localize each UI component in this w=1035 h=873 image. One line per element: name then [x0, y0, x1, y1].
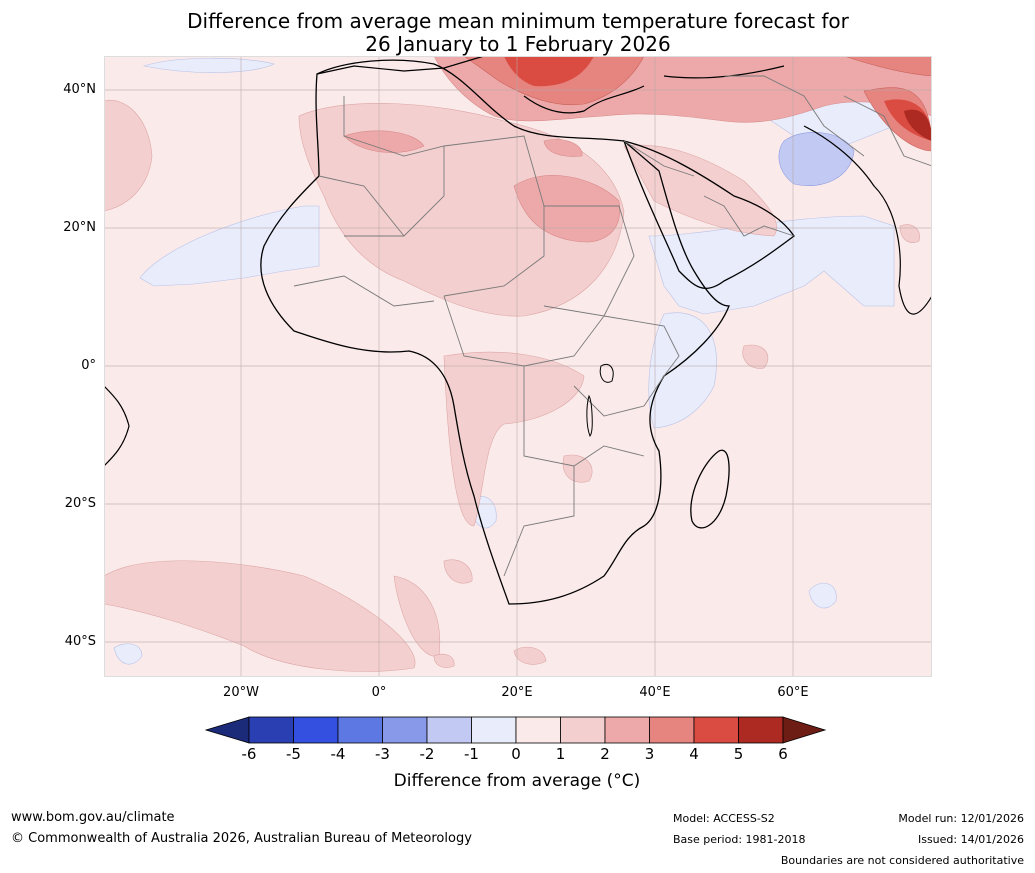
lat-label-20n: 20°N — [63, 220, 96, 235]
colorbar-tick-label: 4 — [689, 745, 699, 763]
colorbar-tick-label: 6 — [778, 745, 788, 763]
lon-label-60e: 60°E — [777, 685, 809, 700]
lon-label-20e: 20°E — [501, 685, 533, 700]
colorbar-cell — [604, 716, 650, 744]
country-borders — [293, 75, 932, 577]
colorbar-tick-label: -1 — [464, 745, 479, 763]
colorbar-cell — [382, 716, 428, 744]
colorbar-tick-label: 1 — [555, 745, 566, 763]
lat-label-0: 0° — [81, 358, 96, 373]
eurasia-coastline — [316, 56, 932, 315]
model-name: Model: ACCESS-S2 — [673, 812, 775, 825]
colorbar-cell — [337, 716, 383, 744]
website-link[interactable]: www.bom.gov.au/climate — [11, 810, 175, 825]
lakes — [586, 363, 614, 437]
colorbar-tick-label: -2 — [419, 745, 435, 763]
madagascar-coastline — [690, 449, 730, 529]
base-period: Base period: 1981-2018 — [673, 833, 806, 846]
colorbar-tick-label: 3 — [644, 745, 655, 763]
title-line-1: Difference from average mean minimum tem… — [187, 9, 849, 33]
colorbar-cell — [649, 716, 695, 744]
lon-label-40e: 40°E — [639, 685, 671, 700]
chart-title: Difference from average mean minimum tem… — [104, 10, 932, 56]
model-run: Model run: 12/01/2026 — [898, 812, 1024, 825]
gridlines — [104, 56, 932, 677]
africa-coastline — [260, 59, 730, 605]
colorbar-tick-label: -3 — [375, 745, 390, 763]
colorbar — [205, 716, 827, 744]
colorbar-tick-label: 2 — [600, 745, 610, 763]
warm-anomaly-extreme — [904, 109, 932, 141]
title-line-2: 26 January to 1 February 2026 — [365, 32, 671, 56]
map-panel — [104, 56, 932, 677]
colorbar-tick-label: 0 — [511, 745, 521, 763]
copyright-text: © Commonwealth of Australia 2026, Austra… — [11, 831, 472, 846]
colorbar-cell — [248, 716, 294, 744]
map-border — [104, 56, 932, 677]
lon-label-0: 0° — [371, 685, 387, 700]
colorbar-cell — [471, 716, 517, 744]
lat-label-40s: 40°S — [64, 634, 96, 649]
colorbar-tick-label: -6 — [241, 745, 257, 763]
lat-label-20s: 20°S — [64, 496, 96, 511]
colorbar-cell — [515, 716, 561, 744]
colorbar-cell — [693, 716, 739, 744]
colorbar-cell — [560, 716, 606, 744]
colorbar-extend-high — [782, 716, 827, 744]
lon-label-20w: 20°W — [223, 685, 259, 700]
colorbar-cell — [426, 716, 472, 744]
colorbar-cell — [738, 716, 784, 744]
warm-anomaly-patches — [104, 99, 920, 672]
south-america-coastline — [104, 385, 130, 467]
boundaries-disclaimer: Boundaries are not considered authoritat… — [780, 854, 1024, 867]
colorbar-tick-label: -4 — [330, 745, 346, 763]
issued-date: Issued: 14/01/2026 — [917, 833, 1024, 846]
colorbar-label: Difference from average (°C) — [393, 771, 641, 791]
colorbar-cell — [293, 716, 339, 744]
colorbar-extend-low — [205, 716, 250, 744]
arabia-coastline — [622, 140, 795, 290]
colorbar-tick-label: -5 — [286, 745, 301, 763]
lat-label-40n: 40°N — [63, 82, 96, 97]
colorbar-tick-label: 5 — [733, 745, 744, 763]
